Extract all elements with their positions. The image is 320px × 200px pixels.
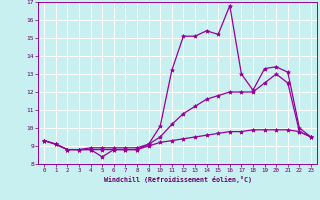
X-axis label: Windchill (Refroidissement éolien,°C): Windchill (Refroidissement éolien,°C) xyxy=(104,176,252,183)
